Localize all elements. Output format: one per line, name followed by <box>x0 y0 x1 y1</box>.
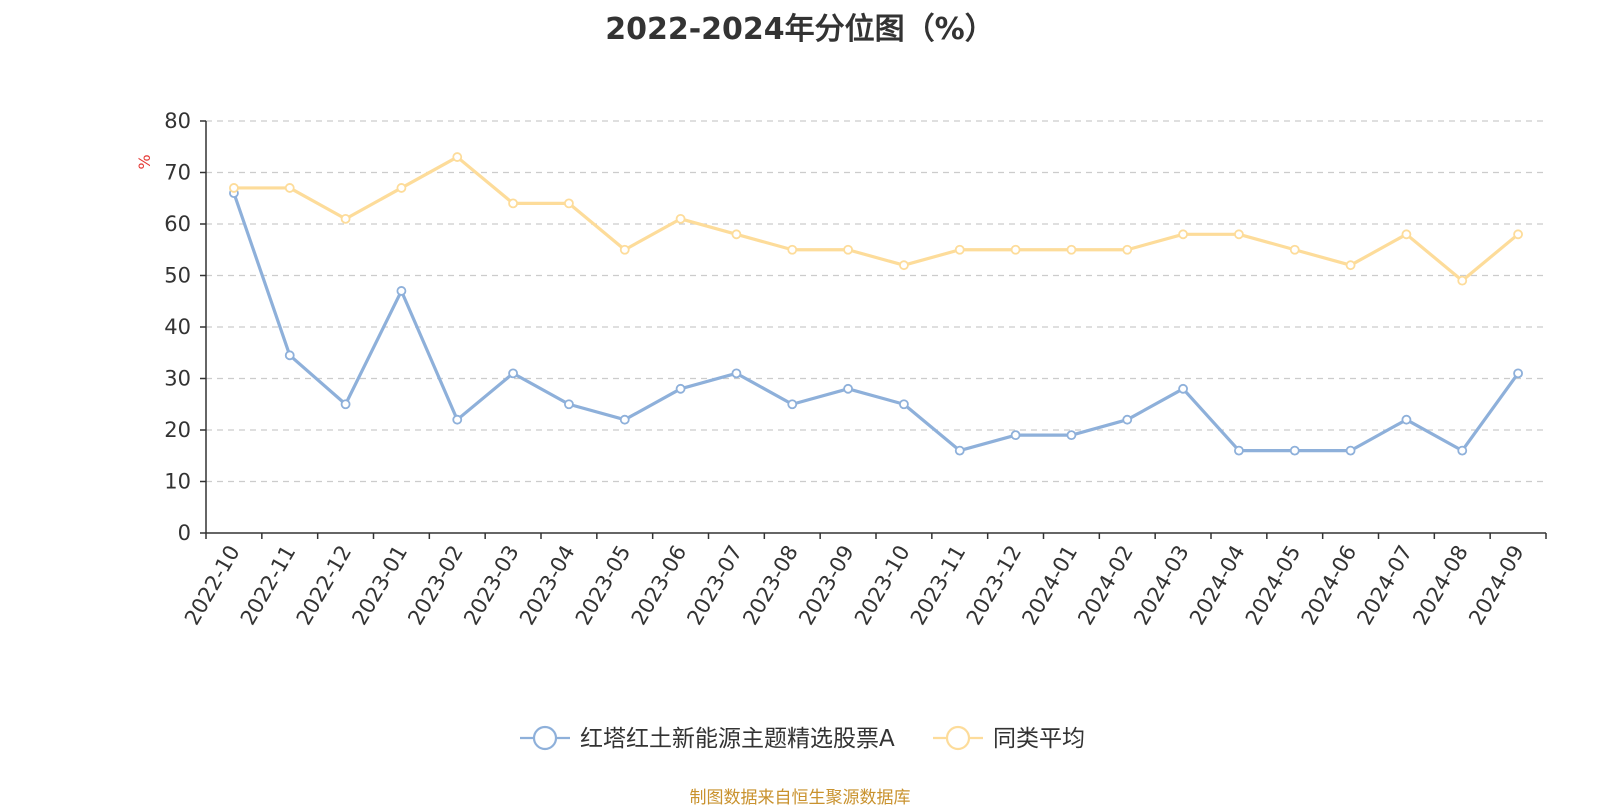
data-point <box>564 198 574 209</box>
data-point <box>1457 445 1468 456</box>
data-point <box>1234 229 1244 240</box>
x-tick-label: 2024-08 <box>1408 541 1473 629</box>
x-tick-label: 2023-03 <box>459 541 524 629</box>
legend: 红塔红土新能源主题精选股票A 同类平均 <box>520 725 1085 752</box>
data-point <box>843 244 853 255</box>
data-point <box>1513 368 1523 379</box>
data-point <box>1122 244 1133 255</box>
series-1 <box>229 188 1523 456</box>
x-tick-label: 2023-09 <box>794 541 859 629</box>
data-point <box>1345 260 1356 271</box>
data-point <box>1122 414 1133 425</box>
data-point <box>1178 229 1188 240</box>
data-point <box>284 183 295 193</box>
y-axis-label: % <box>135 154 154 169</box>
data-point <box>954 445 965 456</box>
data-point <box>452 152 463 162</box>
data-point <box>1066 430 1077 441</box>
x-tick-label: 2022-12 <box>292 541 357 629</box>
x-tick-label: 2024-07 <box>1352 541 1417 629</box>
data-point <box>452 414 463 425</box>
x-tick-label: 2023-08 <box>738 541 803 629</box>
source-note: 制图数据来自恒生聚源数据库 <box>689 788 911 808</box>
y-tick-label: 20 <box>164 418 191 442</box>
data-point <box>1513 229 1523 240</box>
data-point <box>396 286 407 296</box>
y-tick-label: 80 <box>164 109 191 133</box>
data-point <box>340 213 351 224</box>
data-point <box>619 414 630 425</box>
x-tick-label: 2023-05 <box>571 541 636 629</box>
series-line <box>232 192 1520 453</box>
x-tick-label: 2024-02 <box>1073 541 1138 629</box>
series-lines <box>229 152 1523 456</box>
x-tick-label: 2024-04 <box>1185 541 1250 629</box>
x-tick-label: 2023-02 <box>403 541 468 629</box>
x-tick-label: 2023-07 <box>682 541 747 629</box>
axes: 01020304050607080%2022-102022-112022-122… <box>135 109 1547 629</box>
x-tick-label: 2023-01 <box>347 541 412 629</box>
data-point <box>508 198 518 209</box>
data-point <box>1010 430 1021 441</box>
data-point <box>1289 244 1300 255</box>
data-point <box>396 183 407 193</box>
data-point <box>229 183 239 193</box>
data-point <box>899 260 909 271</box>
legend-marker <box>532 725 558 751</box>
y-tick-label: 50 <box>164 264 191 288</box>
x-tick-label: 2024-01 <box>1017 541 1082 629</box>
data-point <box>675 213 686 224</box>
x-tick-label: 2024-09 <box>1464 541 1529 629</box>
data-point <box>1178 383 1188 394</box>
y-tick-label: 40 <box>164 315 191 339</box>
series-2 <box>229 152 1523 286</box>
data-point <box>340 399 351 410</box>
data-point <box>1289 445 1300 456</box>
legend-label: 同类平均 <box>993 726 1085 752</box>
y-tick-label: 30 <box>164 367 191 391</box>
data-point <box>1066 244 1077 255</box>
x-tick-label: 2023-11 <box>906 541 971 629</box>
chart-title: 2022-2024年分位图（%） <box>605 12 995 47</box>
data-point <box>787 244 798 255</box>
data-point <box>619 244 630 255</box>
data-point <box>564 399 574 410</box>
x-tick-label: 2024-05 <box>1241 541 1306 629</box>
y-tick-label: 60 <box>164 212 191 236</box>
data-point <box>843 383 853 394</box>
y-tick-label: 0 <box>178 521 191 545</box>
data-point <box>508 368 518 379</box>
data-point <box>1234 445 1244 456</box>
x-tick-label: 2024-03 <box>1129 541 1194 629</box>
x-tick-label: 2022-10 <box>180 541 245 629</box>
x-tick-label: 2023-10 <box>850 541 915 629</box>
data-point <box>954 244 965 255</box>
legend-label: 红塔红土新能源主题精选股票A <box>580 726 895 752</box>
y-tick-label: 70 <box>164 161 191 185</box>
data-point <box>787 399 798 410</box>
data-point <box>1401 229 1412 240</box>
data-point <box>1457 275 1468 286</box>
series-line <box>233 155 1520 283</box>
x-tick-label: 2023-04 <box>515 541 580 629</box>
x-tick-label: 2023-12 <box>962 541 1027 629</box>
x-tick-label: 2024-06 <box>1297 541 1362 629</box>
y-tick-label: 10 <box>164 470 191 494</box>
data-point <box>1345 445 1356 456</box>
grid-lines <box>206 120 1546 483</box>
data-point <box>1010 244 1021 255</box>
data-point <box>731 368 742 379</box>
data-point <box>1401 414 1412 425</box>
legend-marker <box>945 725 971 751</box>
x-tick-label: 2022-11 <box>236 541 301 629</box>
data-point <box>284 350 295 361</box>
data-point <box>675 383 686 394</box>
x-tick-label: 2023-06 <box>627 541 692 629</box>
data-point <box>899 399 909 410</box>
data-point <box>731 229 742 240</box>
